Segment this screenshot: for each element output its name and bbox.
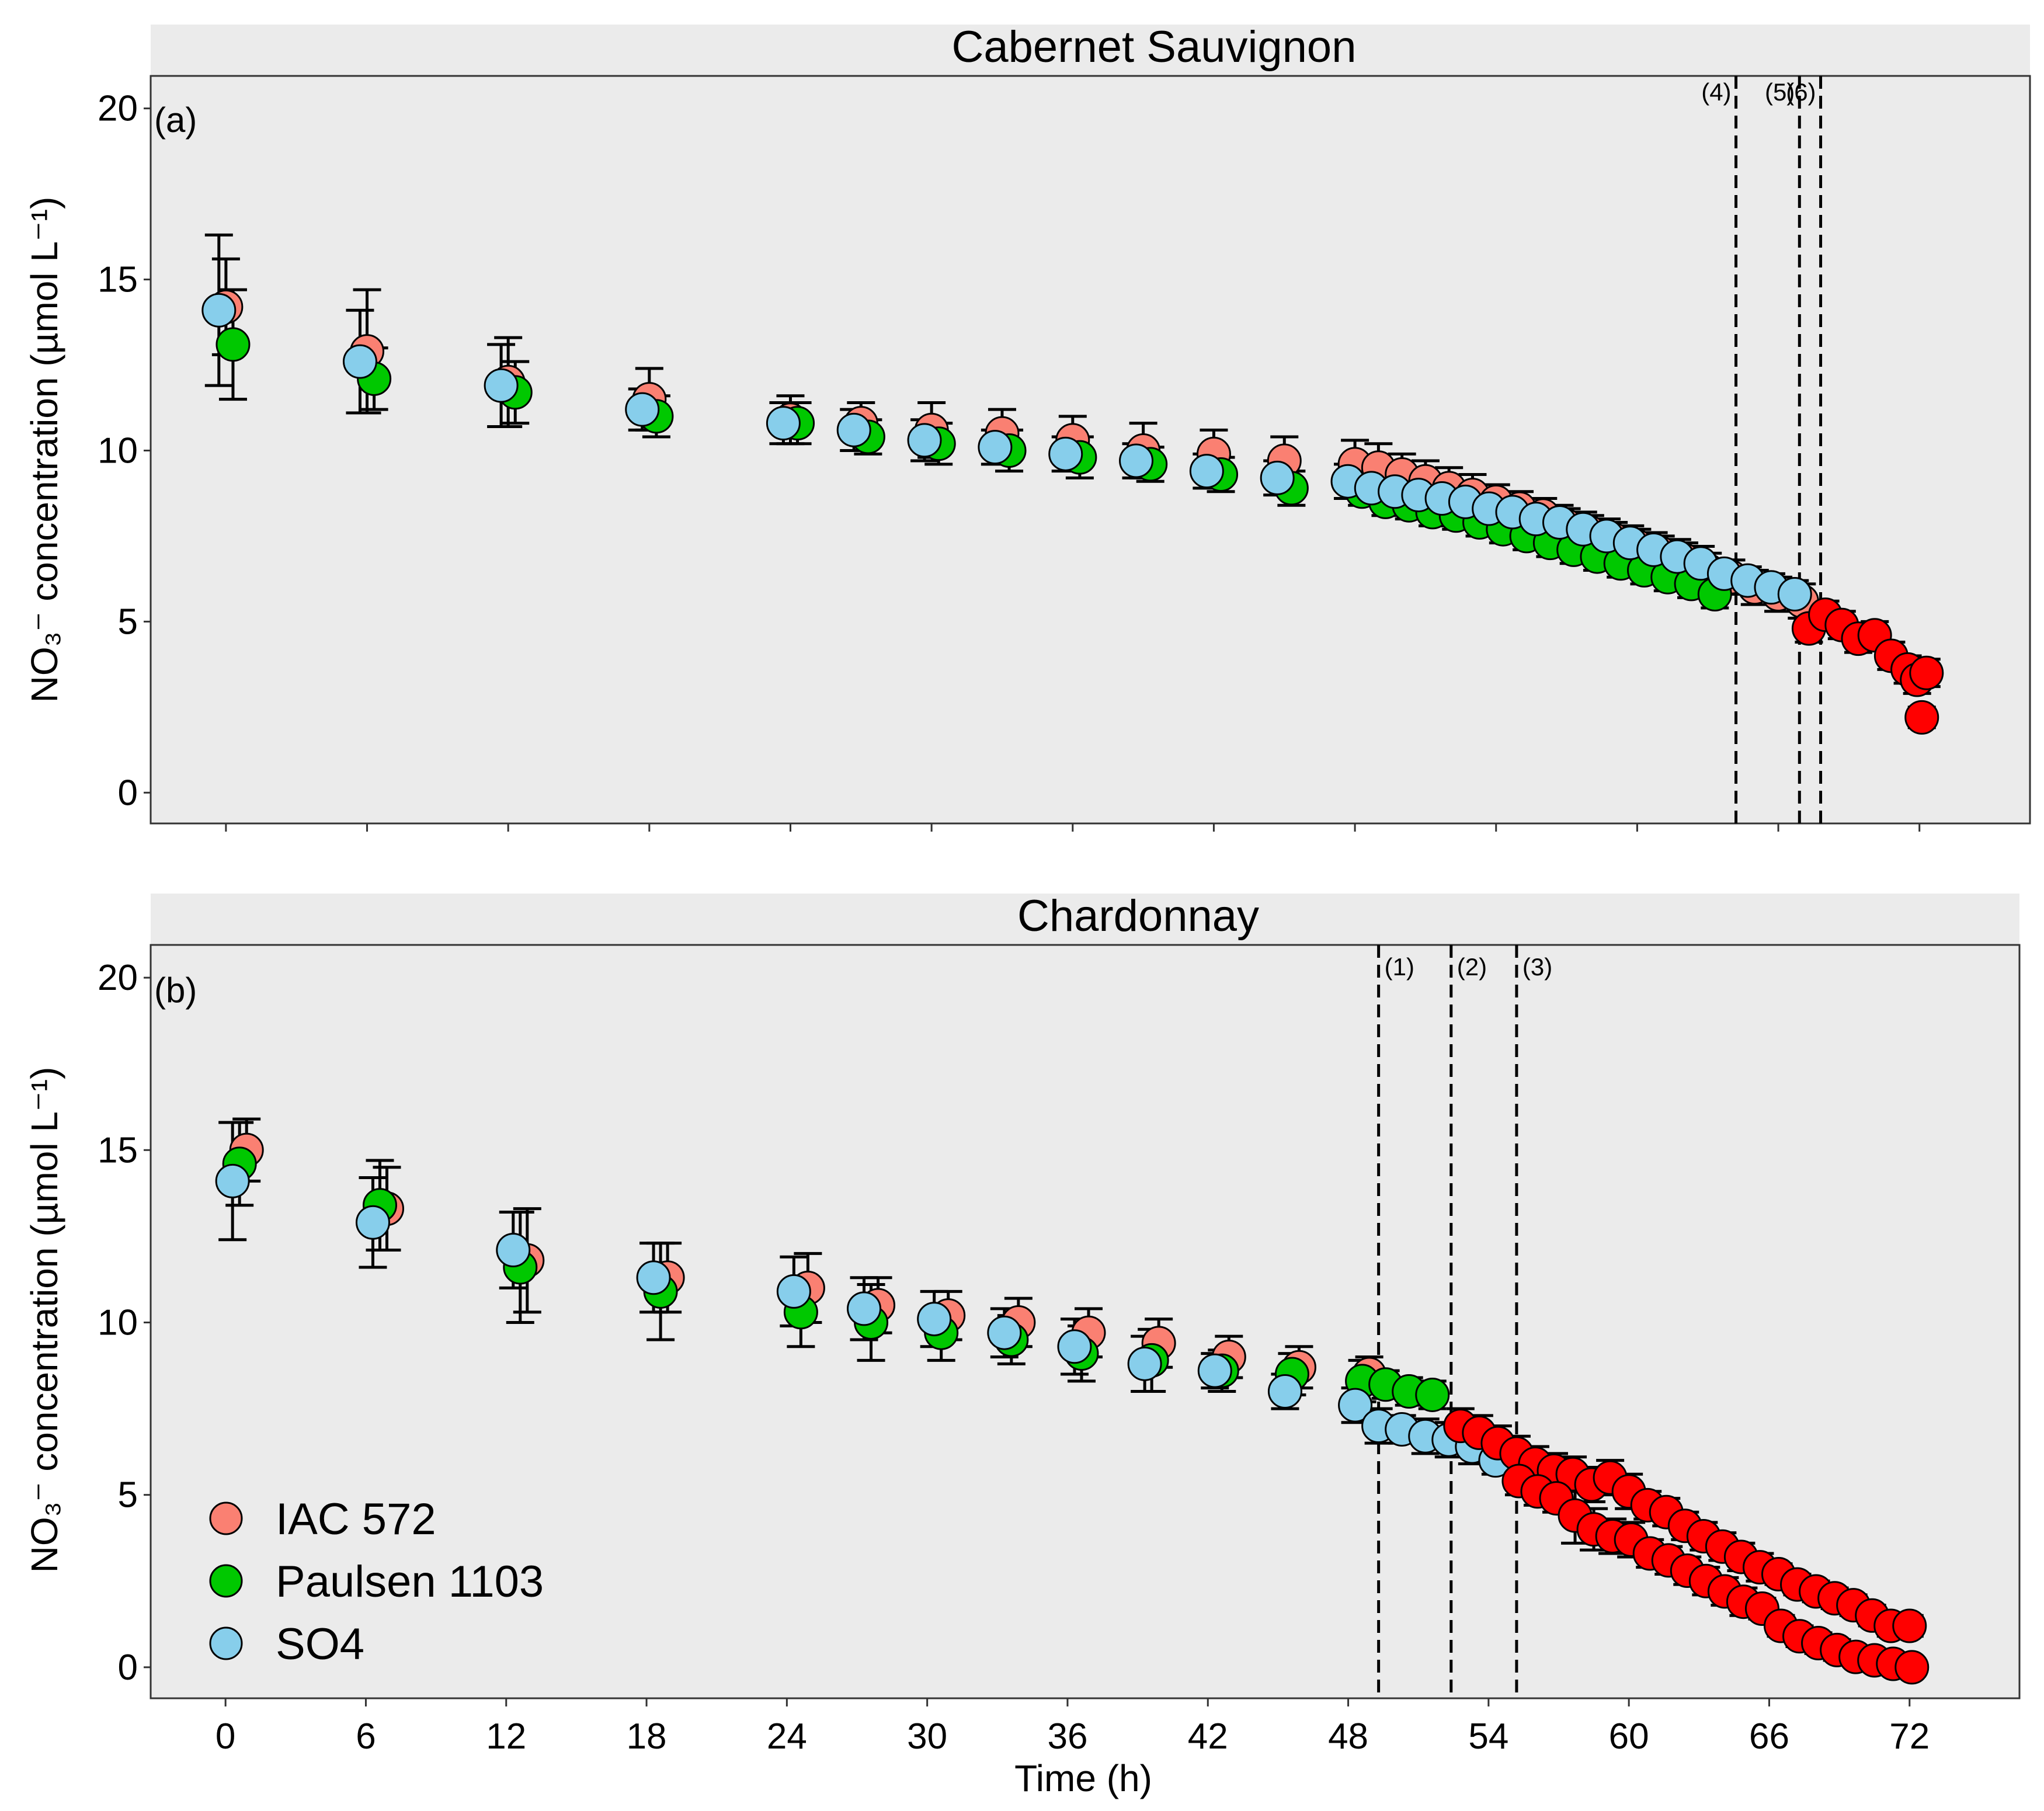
x-tick-label: 18 <box>627 1716 667 1757</box>
threshold-label: (2) <box>1457 953 1487 981</box>
panel-b-x-ticks: 0 6 12 18 24 30 36 42 48 54 60 66 72 <box>215 1698 1930 1757</box>
x-tick-label: 0 <box>215 1716 235 1757</box>
point-so4 <box>1127 1346 1162 1381</box>
panel-a-x-ticks <box>225 823 1921 832</box>
x-tick-label: 60 <box>1609 1716 1649 1757</box>
y-tick-label: 0 <box>118 773 138 813</box>
point-so4 <box>215 1163 250 1198</box>
point-paulsen-1103 <box>215 327 251 362</box>
x-tick-label: 48 <box>1328 1716 1368 1757</box>
panel-b-y-axis-title: NO₃⁻ concentration (µmol L⁻¹) <box>23 1067 65 1573</box>
point-so4 <box>342 344 377 379</box>
panel-a-y-ticks: 0 5 10 15 20 <box>98 89 151 813</box>
x-tick-label: 42 <box>1188 1716 1228 1757</box>
point-so4 <box>766 406 801 441</box>
y-tick-label: 5 <box>118 602 138 642</box>
panel-a-vertical-lines: (4) (5)(6) <box>1701 76 1823 823</box>
panel-b-y-ticks: 0 5 10 15 20 <box>98 958 151 1688</box>
point-so4 <box>1119 443 1154 478</box>
point-so4 <box>484 368 519 403</box>
point-so4 <box>1338 1388 1373 1423</box>
y-tick-label: 15 <box>98 260 138 300</box>
y-tick-label: 20 <box>98 89 138 129</box>
threshold-label: (3) <box>1522 953 1552 981</box>
x-tick-label: 24 <box>767 1716 807 1757</box>
legend-label-so4: SO4 <box>276 1619 364 1669</box>
point-iac-572-after-threshold <box>1909 655 1944 690</box>
panel-a-strip <box>151 25 2030 76</box>
y-tick-label: 10 <box>98 430 138 471</box>
panel-b-vertical-lines: (1) (2) (3) <box>1377 945 1552 1698</box>
x-tick-label: 6 <box>356 1716 376 1757</box>
legend-label-paulsen-1103: Paulsen 1103 <box>276 1557 544 1607</box>
point-so4 <box>987 1315 1022 1350</box>
y-tick-label: 20 <box>98 958 138 998</box>
panel-b-strip <box>151 894 2019 945</box>
point-so4 <box>1260 460 1295 495</box>
panel-a-letter: (a) <box>154 100 197 140</box>
y-tick-label: 10 <box>98 1302 138 1343</box>
panel-b-title: Chardonnay <box>1017 891 1259 941</box>
panel-a-y-axis-title: NO₃⁻ concentration (µmol L⁻¹) <box>23 197 65 703</box>
point-so4 <box>636 1260 671 1295</box>
point-so4 <box>917 1302 952 1337</box>
panel-b: Chardonnay (b) 0 5 10 15 20 0 6 12 18 24 30 36 42 48… <box>23 891 2021 1799</box>
point-so4 <box>847 1291 882 1326</box>
threshold-label: (6) <box>1786 78 1816 106</box>
point-so4 <box>355 1205 390 1240</box>
point-so4 <box>776 1274 811 1309</box>
point-so4 <box>1267 1374 1302 1409</box>
point-so4 <box>1048 436 1083 471</box>
panel-a: Cabernet Sauvignon (a) 0 5 10 15 20 (4) (5)(6… <box>23 22 2031 832</box>
point-iac-572-after-threshold <box>1892 1608 1927 1643</box>
point-so4 <box>907 423 942 458</box>
legend-marker-paulsen-1103 <box>209 1564 243 1598</box>
point-paulsen-1103 <box>1415 1377 1450 1412</box>
panel-b-letter: (b) <box>154 971 197 1010</box>
x-axis-title: Time (h) <box>1014 1757 1152 1799</box>
panel-b-points <box>215 1132 1930 1685</box>
y-tick-label: 5 <box>118 1475 138 1515</box>
threshold-label: (4) <box>1701 78 1731 106</box>
legend-marker-so4 <box>209 1626 243 1660</box>
x-tick-label: 72 <box>1889 1716 1930 1757</box>
point-paulsen-1103-after-threshold <box>1894 1650 1930 1685</box>
point-so4 <box>201 293 237 328</box>
point-so4 <box>1777 577 1812 612</box>
point-so4 <box>1197 1353 1232 1388</box>
legend: IAC 572 Paulsen 1103 SO4 <box>209 1494 544 1669</box>
point-iac-572-after-threshold <box>1904 700 1939 735</box>
y-tick-label: 15 <box>98 1130 138 1170</box>
panel-a-title: Cabernet Sauvignon <box>952 22 1357 72</box>
threshold-label: (1) <box>1385 953 1414 981</box>
x-tick-label: 12 <box>486 1716 526 1757</box>
x-tick-label: 36 <box>1047 1716 1087 1757</box>
legend-marker-iac-572 <box>209 1501 243 1535</box>
point-so4 <box>625 392 660 427</box>
y-tick-label: 0 <box>118 1647 138 1688</box>
x-tick-label: 54 <box>1468 1716 1508 1757</box>
x-tick-label: 66 <box>1749 1716 1789 1757</box>
point-so4 <box>496 1232 531 1267</box>
point-so4 <box>1057 1329 1092 1364</box>
point-so4 <box>836 412 871 447</box>
legend-label-iac-572: IAC 572 <box>276 1494 436 1544</box>
point-so4 <box>1189 454 1224 489</box>
point-so4 <box>978 430 1013 465</box>
x-tick-label: 30 <box>907 1716 947 1757</box>
threshold-label: (5) <box>1765 78 1795 106</box>
panel-a-points <box>201 289 1944 735</box>
